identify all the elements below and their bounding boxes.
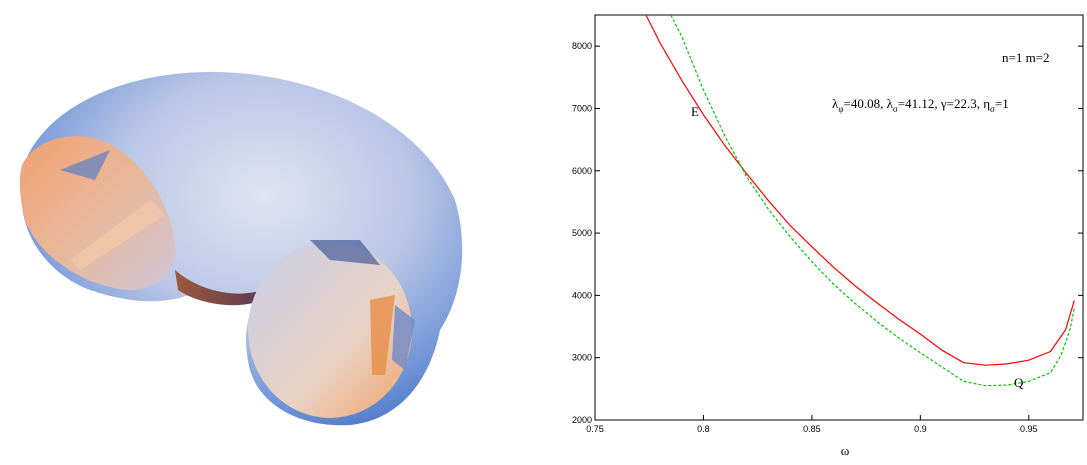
torus-left-cap	[19, 136, 176, 290]
series-line-q	[670, 14, 1075, 387]
y-tick-label: 3000	[572, 353, 592, 363]
parameter-label: λφ=40.08, λσ=41.12, γ=22.3, ησ=1	[832, 96, 1009, 114]
curve-label-e: E	[691, 104, 699, 119]
y-tick-label: 7000	[572, 103, 592, 113]
torus-facet-streak	[370, 295, 395, 375]
torus-surface-image	[0, 0, 480, 460]
series-group	[645, 14, 1075, 387]
x-tick-label: 0.75	[586, 424, 604, 434]
mode-label: n=1 m=2	[1002, 50, 1050, 65]
curve-label-q: Q	[1014, 375, 1024, 390]
y-tick-label: 6000	[572, 166, 592, 176]
y-axis: 2000 3000 4000 5000 6000 7000 8000	[572, 41, 1083, 425]
x-tick-label: 0.85	[803, 424, 821, 434]
x-axis: 0.75 0.8 0.85 0.9 0.95	[586, 415, 1038, 434]
chart-panel: 2000 3000 4000 5000 6000 7000 8000 0.75 0.8 0.85…	[560, 0, 1087, 460]
x-axis-title: ω	[841, 443, 850, 458]
plot-frame	[594, 14, 1084, 421]
x-tick-label: 0.8	[697, 424, 710, 434]
torus-facet-streak	[70, 200, 165, 270]
torus-inner-band	[175, 270, 268, 306]
series-line-e	[645, 14, 1075, 366]
y-tick-label: 2000	[572, 415, 592, 425]
torus-facet-streak	[392, 305, 415, 370]
torus-facet-streak	[60, 150, 110, 180]
y-tick-label: 4000	[572, 290, 592, 300]
x-tick-label: 0.95	[1020, 424, 1038, 434]
torus-surface-graphic	[19, 71, 463, 426]
y-tick-label: 5000	[572, 228, 592, 238]
line-chart: 2000 3000 4000 5000 6000 7000 8000 0.75 0.8 0.85…	[572, 14, 1084, 458]
torus-facet-streak	[310, 240, 380, 265]
x-tick-label: 0.9	[914, 424, 927, 434]
y-tick-label: 8000	[572, 41, 592, 51]
torus-right-section	[248, 242, 412, 418]
